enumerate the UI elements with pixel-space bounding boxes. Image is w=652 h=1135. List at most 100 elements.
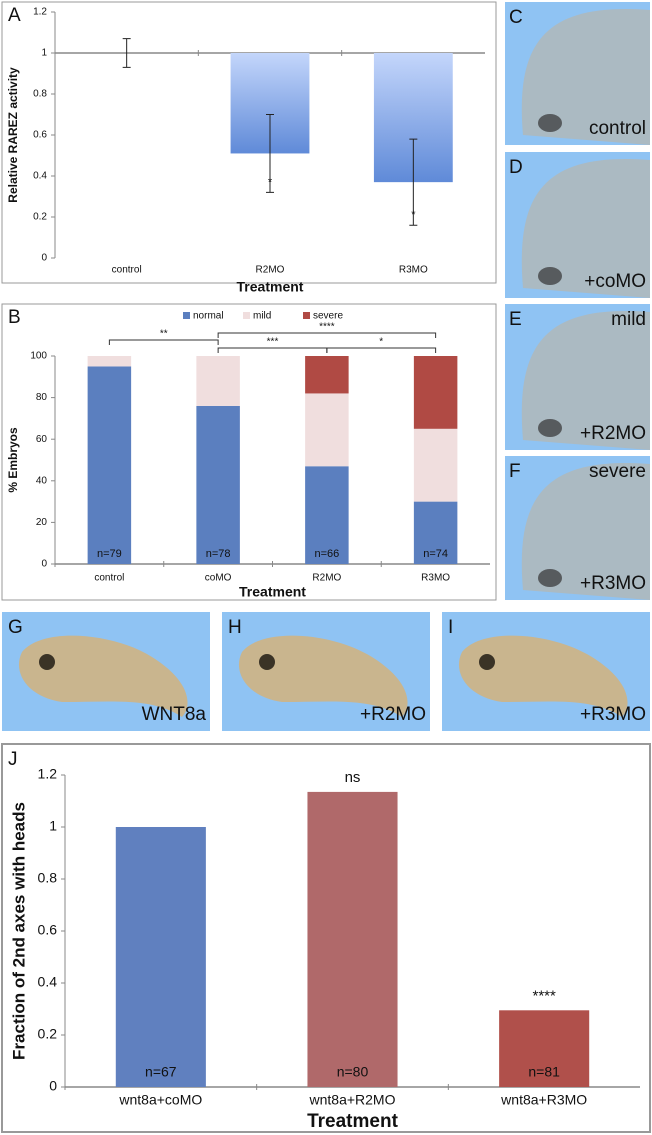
significance-bracket (217, 332, 437, 338)
y-axis-label: Fraction of 2nd axes with heads (9, 802, 28, 1060)
y-tick-label: 0 (49, 1078, 57, 1094)
y-tick-label: 0.2 (33, 212, 47, 223)
bar-segment (196, 356, 240, 406)
embryo-head (521, 9, 650, 146)
y-tick-label: 20 (36, 517, 48, 528)
n-label: n=66 (314, 548, 339, 560)
bar-segment (413, 356, 458, 429)
embryo-eye (538, 569, 562, 587)
legend-label: mild (253, 311, 271, 322)
significance-label: * (379, 337, 383, 348)
y-axis-label: Relative RAREZ activity (6, 67, 20, 203)
legend-swatch (303, 312, 310, 319)
bar-segment (87, 366, 132, 564)
y-tick-label: 80 (36, 392, 48, 403)
n-label: n=79 (97, 548, 122, 560)
legend-label: normal (193, 311, 224, 322)
y-tick-label: 1 (41, 48, 47, 59)
embryo-eye (538, 419, 562, 437)
significance-bracket (108, 339, 219, 345)
tadpole-eye (39, 654, 55, 670)
y-axis-label: % Embryos (6, 427, 20, 493)
n-label: n=74 (423, 548, 448, 560)
bar-segment (413, 501, 458, 564)
significance-label: **** (319, 322, 335, 333)
y-tick-label: 0 (41, 253, 47, 264)
n-label: n=81 (528, 1064, 560, 1080)
tadpole (18, 635, 188, 717)
x-tick-label: control (94, 573, 124, 584)
y-tick-label: 0.2 (38, 1026, 58, 1042)
y-tick-label: 0.8 (33, 89, 47, 100)
y-tick-label: 0.6 (33, 130, 47, 141)
significance-label: ** (160, 329, 168, 340)
y-tick-label: 40 (36, 475, 48, 486)
y-tick-label: 0.6 (38, 922, 58, 938)
x-tick-label: wnt8a+coMO (118, 1092, 202, 1108)
x-tick-label: wnt8a+R2MO (309, 1092, 396, 1108)
y-tick-label: 1.2 (33, 7, 47, 18)
tadpole (458, 635, 628, 717)
bar (499, 1010, 590, 1087)
bar-segment (305, 466, 349, 564)
panel-letter: E (509, 309, 522, 330)
bar-segment (196, 405, 240, 564)
significance-label: **** (532, 987, 556, 1004)
x-tick-label: R3MO (399, 265, 428, 276)
x-tick-label: R3MO (421, 573, 450, 584)
significance-label: * (268, 176, 273, 188)
n-label: n=80 (337, 1064, 369, 1080)
embryo-head (521, 463, 650, 600)
bar-segment (413, 428, 458, 502)
y-tick-label: 0.8 (38, 870, 58, 886)
panel-caption: +R2MO (360, 704, 426, 725)
y-tick-label: 1 (49, 818, 57, 834)
bar (115, 827, 206, 1087)
embryo-eye (538, 267, 562, 285)
tadpole-eye (259, 654, 275, 670)
y-tick-label: 0 (41, 559, 47, 570)
error-bar (122, 38, 131, 68)
panel-letter: F (509, 461, 521, 482)
x-axis-label: Treatment (307, 1111, 398, 1132)
error-bar (266, 114, 274, 193)
bar-segment (305, 356, 349, 394)
bar (307, 791, 398, 1087)
x-tick-label: R2MO (312, 573, 341, 584)
panel-letter: A (8, 5, 21, 26)
legend-swatch (243, 312, 250, 319)
y-tick-label: 0.4 (38, 974, 58, 990)
bar-segment (87, 356, 132, 367)
panel-letter: J (8, 749, 18, 770)
panel-letter: I (448, 617, 453, 638)
panel-letter: C (509, 7, 523, 28)
panel-letter: H (228, 617, 242, 638)
x-axis-label: Treatment (239, 584, 306, 600)
panel-frame (1, 303, 497, 601)
embryo-head (521, 159, 650, 298)
x-tick-label: wnt8a+R3MO (500, 1092, 587, 1108)
y-tick-label: 0.4 (33, 171, 47, 182)
legend-swatch (183, 312, 190, 319)
x-tick-label: coMO (205, 573, 232, 584)
panel-top-text: severe (589, 461, 646, 482)
panel-caption: control (589, 118, 646, 139)
panel-letter: D (509, 157, 523, 178)
significance-label: * (411, 209, 416, 221)
panel-caption: +R2MO (580, 423, 646, 444)
bar-segment (305, 393, 349, 467)
n-label: n=67 (145, 1064, 177, 1080)
x-tick-label: R2MO (256, 265, 285, 276)
panel-caption: WNT8a (142, 704, 207, 725)
embryo-eye (538, 114, 562, 132)
tadpole (238, 635, 408, 717)
x-axis-label: Treatment (237, 279, 304, 295)
n-label: n=78 (206, 548, 231, 560)
panel-letter: G (8, 617, 23, 638)
legend-label: severe (313, 311, 343, 322)
panel-top-text: mild (611, 309, 646, 330)
panel-caption: +coMO (584, 271, 646, 292)
y-tick-label: 100 (30, 351, 47, 362)
error-bar (409, 138, 418, 226)
